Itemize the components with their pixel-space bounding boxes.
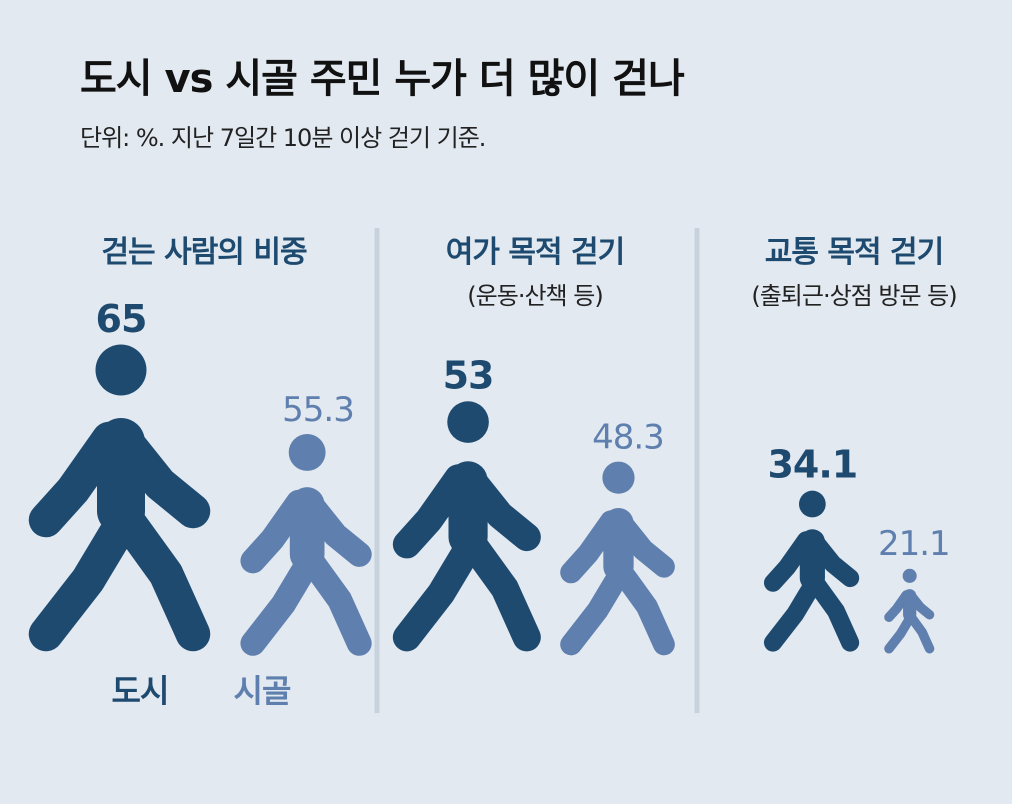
rural-value-label: 55.3 [282, 390, 354, 430]
chart-subtitle: 단위: %. 지난 7일간 10분 이상 걷기 기준. [80, 124, 486, 152]
rural-figure [560, 461, 675, 656]
panel-divider [694, 228, 700, 713]
chart-title: 도시 vs 시골 주민 누가 더 많이 걷나 [80, 56, 685, 102]
category-note: (운동·산책 등) [467, 282, 602, 310]
city-figure [763, 490, 860, 652]
rural-figure [884, 568, 935, 654]
city-figure [28, 344, 211, 652]
rural-value-label: 48.3 [592, 418, 664, 458]
category-label: 걷는 사람의 비중 [101, 235, 306, 270]
rural-figure [240, 433, 372, 656]
city-value-label: 65 [96, 297, 147, 341]
rural-value-label: 21.1 [878, 524, 950, 564]
city-figure [392, 401, 541, 652]
panel-divider [374, 228, 380, 713]
legend-rural: 시골 [234, 672, 291, 710]
city-value-label: 53 [443, 353, 494, 397]
category-label: 교통 목적 걷기 [765, 235, 944, 270]
legend-city: 도시 [112, 672, 169, 710]
city-value-label: 34.1 [767, 442, 857, 486]
category-note: (출퇴근·상점 방문 등) [751, 282, 956, 310]
category-label: 여가 목적 걷기 [446, 235, 625, 270]
